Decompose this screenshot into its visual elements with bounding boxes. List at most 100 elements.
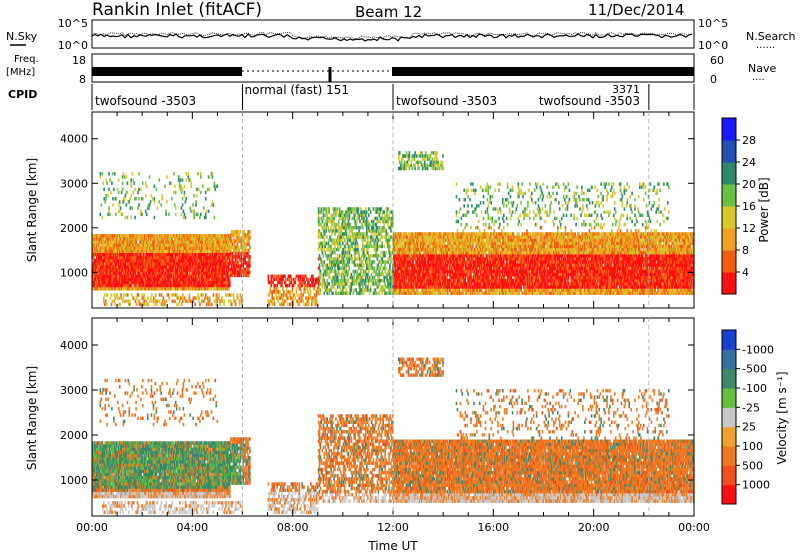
range-cell	[146, 240, 148, 244]
range-cell	[424, 244, 427, 249]
range-cell	[116, 265, 118, 269]
range-cell	[146, 234, 148, 238]
range-cell	[164, 268, 166, 272]
range-cell	[94, 240, 97, 244]
range-cell	[328, 216, 330, 221]
range-cell	[128, 259, 131, 263]
range-cell	[175, 246, 178, 250]
range-cell	[429, 279, 432, 283]
range-cell	[228, 252, 230, 257]
range-cell	[372, 269, 375, 274]
range-cell	[358, 266, 360, 270]
range-cell	[229, 283, 231, 288]
range-cell	[324, 244, 327, 249]
range-cell	[351, 216, 354, 221]
range-cell	[162, 255, 164, 260]
range-cell	[148, 234, 151, 238]
range-cell	[131, 280, 134, 285]
range-cell	[132, 252, 135, 257]
range-cell	[331, 251, 333, 255]
range-cell	[231, 251, 234, 256]
range-cell	[191, 252, 193, 257]
range-cell	[102, 287, 105, 291]
range-cell	[125, 234, 128, 238]
range-cell	[210, 280, 213, 285]
range-cell	[355, 235, 357, 239]
range-cell	[224, 280, 226, 285]
range-cell	[278, 280, 280, 285]
range-cell	[359, 282, 361, 286]
range-cell	[126, 249, 129, 253]
range-cell	[317, 213, 320, 217]
range-cell	[406, 241, 409, 245]
range-cell	[231, 258, 234, 262]
range-cell	[373, 269, 376, 274]
range-cell	[105, 268, 108, 272]
range-cell	[163, 299, 166, 303]
range-cell	[101, 240, 104, 244]
range-cell	[409, 244, 411, 249]
range-cell	[139, 255, 141, 260]
range-cell	[225, 283, 227, 288]
range-cell	[276, 290, 278, 294]
range-cell	[182, 249, 185, 253]
range-cell	[191, 246, 193, 250]
range-cell	[195, 252, 197, 257]
range-cell	[405, 272, 408, 277]
range-cell	[370, 272, 373, 277]
range-cell	[386, 241, 388, 245]
range-cell	[361, 266, 363, 270]
range-cell	[128, 277, 131, 282]
range-cell	[219, 243, 221, 247]
range-cell	[340, 282, 343, 286]
range-cell	[93, 280, 96, 285]
range-cell	[123, 262, 126, 266]
range-cell	[106, 293, 109, 297]
range-cell	[125, 246, 128, 250]
range-cell	[332, 222, 334, 227]
range-cell	[379, 260, 382, 264]
range-cell	[423, 235, 426, 239]
range-cell	[372, 235, 375, 239]
range-cell	[183, 277, 186, 282]
range-cell	[180, 274, 183, 278]
range-cell	[404, 288, 407, 292]
range-cell	[212, 240, 215, 244]
range-cell	[239, 258, 242, 262]
range-cell	[280, 293, 282, 297]
range-cell	[223, 234, 225, 238]
range-cell	[96, 252, 99, 257]
range-cell	[100, 265, 103, 269]
range-cell	[173, 280, 175, 285]
range-cell	[115, 259, 117, 263]
range-cell	[146, 283, 148, 288]
range-cell	[148, 280, 150, 285]
beam-title: Beam 12	[355, 3, 422, 21]
range-cell	[284, 274, 286, 278]
range-cell	[323, 260, 326, 264]
range-cell	[312, 280, 314, 285]
range-cell	[387, 279, 389, 283]
range-cell	[171, 268, 173, 272]
range-cell	[164, 302, 167, 307]
range-cell	[137, 234, 139, 238]
range-cell	[138, 280, 140, 285]
range-cell	[92, 277, 94, 282]
range-cell	[383, 210, 385, 214]
range-cell	[98, 287, 101, 291]
range-cell	[154, 280, 157, 285]
range-cell	[319, 232, 322, 236]
range-cell	[425, 266, 428, 270]
range-cell	[193, 259, 195, 263]
range-cell	[373, 216, 376, 221]
range-cell	[174, 283, 176, 288]
range-cell	[361, 275, 363, 280]
range-cell	[429, 254, 432, 258]
range-cell	[210, 277, 213, 282]
range-cell	[170, 274, 172, 278]
range-cell	[322, 235, 325, 239]
range-cell	[361, 254, 363, 258]
range-cell	[335, 238, 337, 242]
range-cell	[161, 277, 164, 282]
